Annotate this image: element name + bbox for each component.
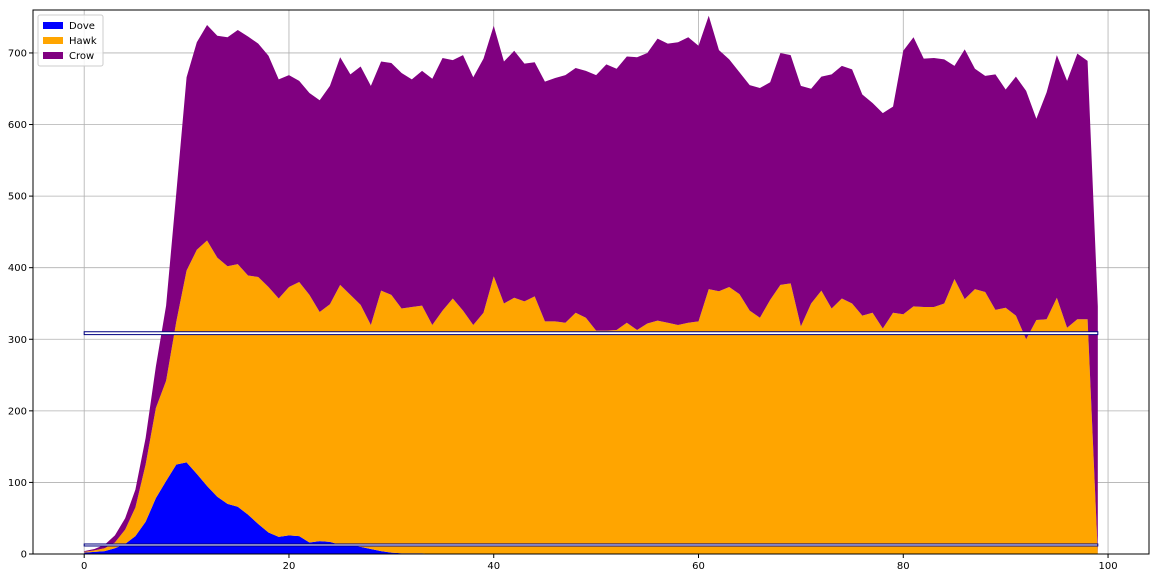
x-tick-label: 20 [283, 561, 296, 572]
x-tick-label: 100 [1098, 561, 1117, 572]
series-area-hawk [84, 240, 1098, 555]
legend-label-crow: Crow [69, 51, 94, 62]
y-tick-label: 500 [8, 192, 27, 203]
y-tick-label: 200 [8, 406, 27, 417]
y-tick-label: 100 [8, 478, 27, 489]
overlay-bar [83, 543, 1099, 547]
x-tick-label: 80 [897, 561, 910, 572]
legend-swatch-dove [43, 22, 63, 29]
y-tick-label: 0 [21, 550, 27, 561]
series-areas [84, 15, 1098, 555]
y-tick-label: 400 [8, 263, 27, 274]
plot-frame [32, 9, 1150, 555]
x-tick-label: 60 [692, 561, 705, 572]
legend-swatch-hawk [43, 37, 63, 44]
x-tick-label: 0 [81, 561, 87, 572]
overlay-bars [83, 331, 1099, 547]
legend-swatch-crow [43, 52, 63, 59]
legend: Dove Hawk Crow [37, 14, 104, 67]
y-tick-label: 700 [8, 48, 27, 59]
legend-label-hawk: Hawk [69, 36, 97, 47]
y-tick-label: 600 [8, 120, 27, 131]
x-tick-label: 40 [487, 561, 500, 572]
legend-label-dove: Dove [69, 21, 95, 32]
y-tick-label: 300 [8, 335, 27, 346]
overlay-bar [83, 331, 1099, 336]
series-area-crow [84, 15, 1098, 555]
axis-ticks: 0 20 40 60 80 100 0 100 200 300 400 500 600 700 [8, 48, 1118, 572]
